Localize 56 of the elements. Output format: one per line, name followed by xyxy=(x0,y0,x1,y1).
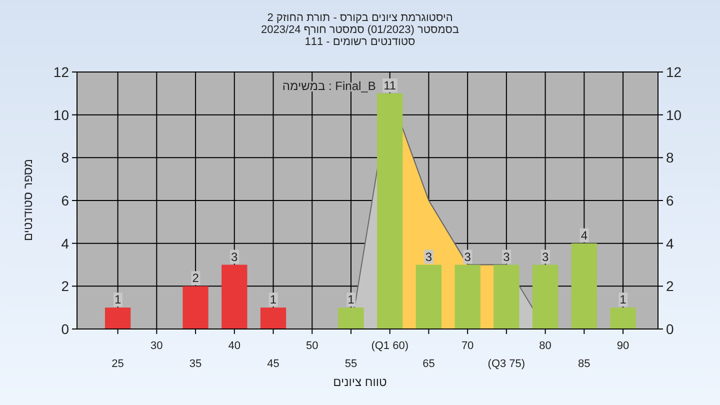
data-label: 3 xyxy=(231,250,238,264)
bar xyxy=(338,308,364,329)
y2-tick-label: 0 xyxy=(666,321,674,337)
y-tick-label: 8 xyxy=(61,150,70,166)
bar xyxy=(532,264,558,329)
data-label: 1 xyxy=(114,292,122,307)
data-label: 3 xyxy=(425,250,432,264)
data-label: 1 xyxy=(348,292,355,307)
data-label: 1 xyxy=(270,292,277,307)
bar xyxy=(610,308,636,329)
x-tick-label: 80 xyxy=(539,340,552,352)
y-axis-title: מספר סטודנטים xyxy=(21,158,35,242)
y-tick-label: 2 xyxy=(61,278,70,294)
x-tick-label: 70 xyxy=(461,340,474,352)
x-tick-label: (Q1 60) xyxy=(371,340,408,352)
x-tick-label: 90 xyxy=(616,340,630,352)
y2-tick-label: 12 xyxy=(666,64,682,80)
data-label: 2 xyxy=(192,271,200,286)
x-tick-label: 55 xyxy=(344,358,358,370)
data-label: 3 xyxy=(542,250,549,264)
y2-tick-label: 8 xyxy=(666,150,674,166)
data-label: 11 xyxy=(384,78,396,92)
x-axis-title: טווח ציונים xyxy=(333,375,388,389)
bar xyxy=(494,264,520,329)
x-tick-label: 45 xyxy=(267,358,280,370)
y-tick-label: 4 xyxy=(61,235,70,252)
x-tick-label: 65 xyxy=(422,358,435,370)
bar xyxy=(571,243,597,329)
bar xyxy=(454,264,480,329)
bar xyxy=(182,286,208,329)
data-label: 3 xyxy=(464,250,472,264)
y-tick-label: 0 xyxy=(61,321,70,337)
y-tick-label: 10 xyxy=(53,106,70,123)
y-tick-label: 6 xyxy=(61,192,70,208)
x-tick-label: 35 xyxy=(189,358,202,370)
x-tick-label: 25 xyxy=(112,358,124,370)
bar xyxy=(377,93,403,329)
bar xyxy=(104,308,131,329)
x-tick-label: (Q3 75) xyxy=(488,358,526,370)
x-tick-label: 40 xyxy=(228,340,241,352)
y2-tick-label: 6 xyxy=(666,192,674,208)
bar xyxy=(416,264,442,329)
y-tick-label: 12 xyxy=(53,64,70,80)
x-tick-label: 85 xyxy=(578,358,590,370)
y2-tick-label: 2 xyxy=(666,278,674,294)
data-label: 3 xyxy=(503,250,510,264)
data-label: 1 xyxy=(620,292,627,307)
y2-tick-label: 4 xyxy=(666,235,674,252)
bar xyxy=(222,264,248,329)
data-label: 4 xyxy=(580,228,588,242)
x-tick-label: 30 xyxy=(150,340,163,352)
chart-title: היסטוגרמת ציונים בקורס - תורת החוזק 2 xyxy=(267,12,453,24)
y2-tick-label: 10 xyxy=(666,106,682,123)
x-tick-label: 50 xyxy=(306,340,318,352)
chart-subtitle: בסמסטר (01/2023) סמסטר חורף 2023/24 סטודנטים רשומים - 111 xyxy=(260,24,460,48)
bar xyxy=(260,308,286,329)
